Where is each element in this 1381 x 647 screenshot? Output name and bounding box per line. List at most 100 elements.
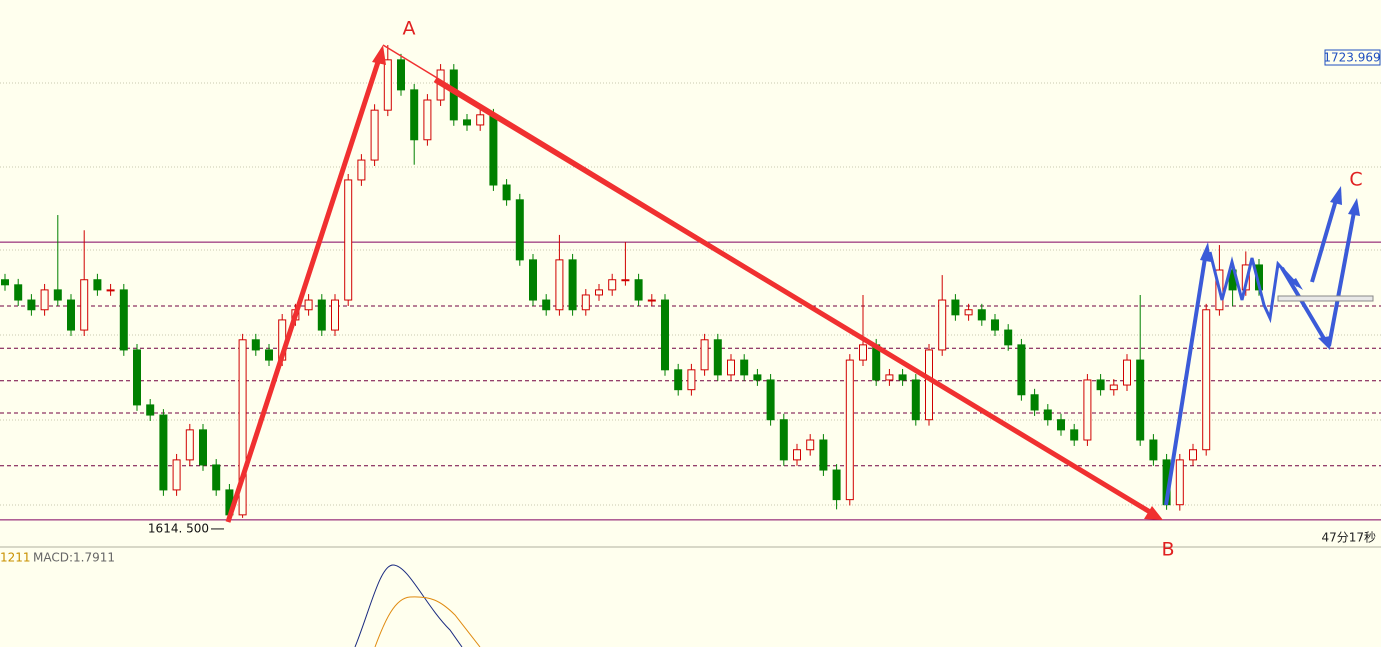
candle-body [14, 284, 23, 301]
candle-body [1070, 429, 1079, 441]
point-label: B [1161, 539, 1174, 561]
candle-body [581, 294, 590, 311]
candle-body [344, 179, 353, 301]
candle-body [40, 289, 49, 311]
candle-body [317, 299, 326, 331]
candle-body [133, 349, 141, 406]
signal-line [374, 596, 481, 647]
candle-body [713, 339, 722, 376]
candle-body [555, 259, 564, 311]
low-label: 1614. 500 [148, 521, 209, 535]
candle-body [621, 279, 630, 282]
candle-body [80, 279, 89, 331]
candle-body [1096, 379, 1105, 391]
candle-body [67, 299, 75, 331]
candle-body [331, 299, 339, 331]
candle-body [700, 339, 709, 371]
candle-body [661, 299, 669, 371]
candle-body [568, 259, 577, 311]
macd-line [354, 564, 463, 647]
candle-body [1109, 384, 1118, 391]
candle-body [172, 459, 181, 491]
candle-body [1123, 359, 1131, 386]
arrowhead [1144, 506, 1163, 520]
candle-body [753, 374, 762, 381]
arrow-up [225, 61, 381, 523]
zigzag [1208, 251, 1300, 324]
candle-body [251, 339, 260, 351]
candle-body [885, 374, 894, 381]
candle-body [502, 184, 511, 201]
candle-body [529, 259, 537, 301]
a-b-line [433, 77, 1152, 515]
candle-body [674, 369, 683, 391]
arrowhead [372, 45, 386, 65]
candle-body [779, 419, 788, 461]
arrowhead [1318, 336, 1331, 350]
candle-body [845, 359, 854, 501]
candle-body [964, 309, 973, 316]
candle-body [1043, 409, 1052, 421]
blue-arrowheads [1200, 186, 1360, 350]
timer: 47分17秒 [1321, 531, 1376, 545]
candle-body [119, 289, 128, 351]
candle-body [1, 279, 9, 286]
candle-body [727, 359, 735, 376]
point-label: A [403, 18, 416, 40]
candle-body [608, 279, 617, 291]
candle-body [911, 379, 920, 421]
candle-body [146, 404, 155, 416]
candle-body [185, 429, 194, 461]
indicator-label: MACD:1.7911 [33, 551, 115, 565]
candle-body [304, 299, 313, 311]
candle-body [515, 199, 524, 261]
blue-annotations [1164, 199, 1356, 506]
price-tag-box [1324, 49, 1381, 66]
candle-body [423, 99, 432, 141]
arrowhead [1200, 242, 1211, 262]
candle-body [357, 159, 366, 181]
candle-body [977, 309, 986, 321]
arrowhead [1290, 278, 1303, 290]
candle-body [463, 119, 471, 126]
candle-body [766, 379, 775, 421]
candle-body [370, 109, 379, 161]
candle-body [93, 279, 102, 291]
candle-body [1189, 449, 1197, 461]
candle-body [925, 349, 933, 421]
candle-body [1057, 419, 1065, 431]
target-box [1277, 295, 1374, 302]
candle-body [53, 289, 62, 301]
candle-body [212, 464, 221, 491]
candle-body [859, 344, 867, 361]
candle-body [199, 429, 207, 466]
indicator-period: 1211 [0, 551, 31, 565]
candle-body [740, 359, 749, 376]
candle-body [383, 59, 392, 111]
candle-body [1030, 394, 1039, 411]
candle-body [832, 469, 841, 501]
candle-body [106, 289, 115, 292]
dotted-grid [0, 82, 1381, 506]
arrow [1327, 211, 1356, 347]
candle-body [898, 374, 907, 381]
candle-body [687, 369, 696, 391]
candle-body [806, 439, 815, 451]
candle-body [410, 89, 419, 141]
price-tag: 1723.969 [1323, 51, 1380, 65]
candle-body [397, 59, 405, 91]
arrow [1164, 257, 1207, 506]
candle-body [1202, 309, 1211, 451]
candle-body [1175, 459, 1184, 506]
arrow [1280, 266, 1328, 344]
candle-body [647, 299, 656, 302]
candle-body [1083, 379, 1092, 441]
candle-body [1004, 329, 1013, 346]
candle-body [951, 299, 960, 316]
arrowhead [1348, 198, 1360, 216]
candle-body [634, 279, 643, 301]
candle-body [1017, 344, 1026, 396]
candle-body [238, 339, 247, 516]
candle-body [819, 439, 828, 471]
